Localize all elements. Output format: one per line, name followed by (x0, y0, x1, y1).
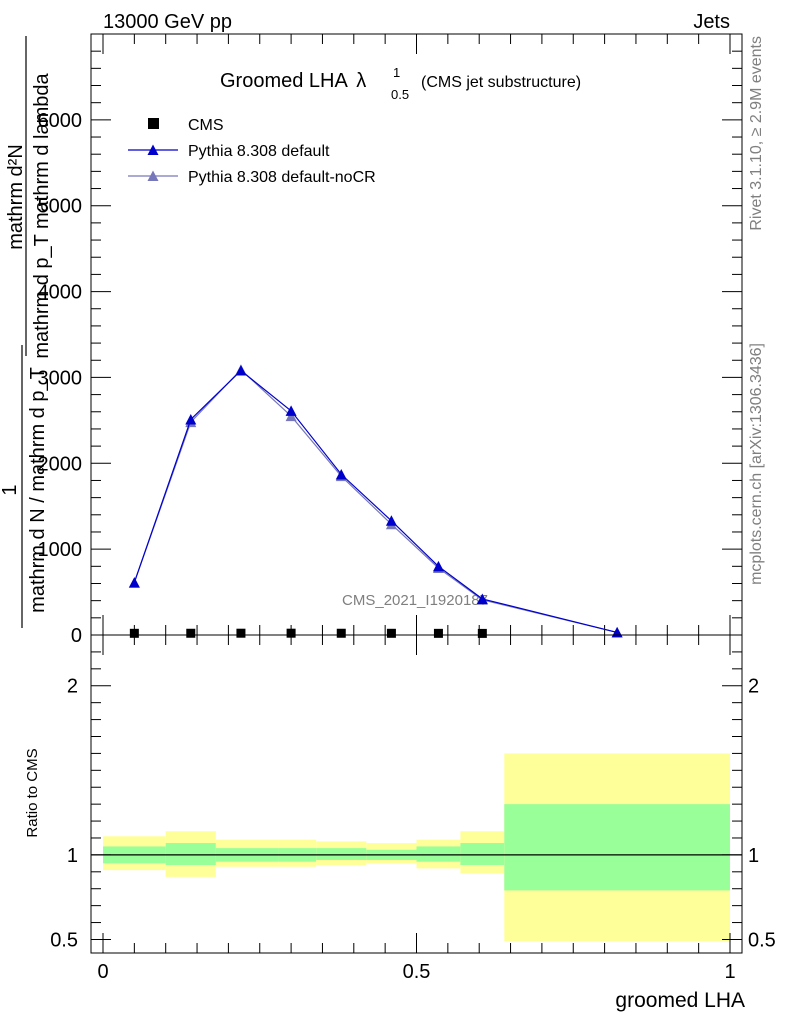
cms-data-point (477, 628, 487, 638)
ratio-axis-ticks (91, 635, 742, 953)
legend: CMS Pythia 8.308 default Pythia 8.308 de… (128, 117, 376, 186)
analysis-watermark: CMS_2021_I1920187 (342, 592, 488, 609)
main-y-tick-label: 3000 (38, 367, 83, 389)
cms-data-point (129, 628, 139, 638)
ratio-frame (90, 634, 743, 954)
main-title-note: (CMS jet substructure) (421, 74, 581, 91)
ratio-bands-layer (91, 753, 742, 942)
x-tick-label: 0.5 (403, 961, 431, 983)
series-1-point (285, 405, 297, 416)
cms-data-point (386, 628, 396, 638)
main-axis-ticks (91, 34, 742, 636)
ratio-y-tick-label: 1 (67, 845, 78, 867)
ratio-y-axis-label: Ratio to CMS (24, 748, 41, 837)
ratio-y-tick-labels: 0.5 0.5 1 1 2 2 (50, 676, 776, 952)
ratio-plot-panel: 0.5 0.51 12 2 0 0.5 1 Ratio to CMS groomed LH… (24, 634, 776, 1012)
main-y-tick-labels: 0 1000 2000 3000 4000 5000 6000 (38, 110, 83, 647)
x-tick-label: 1 (724, 961, 735, 983)
legend-cms-marker (148, 118, 159, 129)
mcplots-label: mcplots.cern.ch [arXiv:1306.3436] (748, 343, 765, 585)
ratio-y-tick-label: 2 (67, 676, 78, 698)
x-tick-labels: 0 0.5 1 (97, 961, 735, 983)
stat-uncertainty-band (504, 804, 730, 891)
series-1-point (476, 593, 488, 604)
main-title-sup: 1 (393, 65, 400, 80)
legend-default-marker (147, 144, 159, 155)
stat-uncertainty-band (316, 848, 367, 860)
series-1-point (185, 413, 197, 425)
series-1-point (128, 577, 140, 588)
ratio-y-tick-label-right: 1 (748, 845, 759, 867)
ylabel-line-4: mathrm d N / mathrm d p_T (27, 367, 49, 613)
cms-data-point (336, 628, 346, 638)
ratio-y-tick-label-right: 0.5 (748, 929, 776, 951)
ylabel-line-3: 1 (0, 484, 21, 495)
cms-data-point (236, 628, 246, 638)
legend-default-label: Pythia 8.308 default (188, 143, 330, 160)
ylabel-line-2: mathrm d p_T mathrm d lambda (31, 72, 53, 358)
main-y-tick-label: 6000 (38, 110, 83, 132)
x-tick-label: 0 (97, 961, 108, 983)
cms-data-point (186, 628, 196, 638)
ylabel-line-1: mathrm d²N (5, 144, 27, 250)
series-1-point (611, 626, 623, 638)
cms-data-point (286, 628, 296, 638)
main-y-tick-label: 1000 (38, 539, 83, 561)
legend-nocr-label: Pythia 8.308 default-noCR (188, 169, 376, 186)
rivet-label: Rivet 3.1.10, ≥ 2.9M events (748, 36, 765, 231)
stat-uncertainty-band (416, 846, 461, 862)
x-axis-label: groomed LHA (615, 989, 745, 1012)
ratio-y-tick-label: 0.5 (50, 929, 78, 951)
category-label: Jets (693, 11, 730, 33)
series-1-point (385, 515, 397, 526)
ratio-y-tick-label-right: 2 (748, 676, 759, 698)
cms-data-point (433, 628, 443, 638)
main-y-tick-label: 2000 (38, 453, 83, 475)
main-y-tick-label: 0 (71, 625, 82, 647)
legend-cms-label: CMS (188, 117, 224, 134)
main-y-tick-label: 4000 (38, 282, 83, 304)
legend-nocr-marker (147, 170, 159, 181)
main-y-tick-label: 5000 (38, 196, 83, 218)
series-1-point (235, 365, 247, 376)
series-1-point (432, 560, 444, 572)
series-1-point (335, 468, 347, 480)
energy-label: 13000 GeV pp (103, 11, 232, 33)
main-y-axis-label: mathrm d²N mathrm d p_T mathrm d lambda … (0, 36, 53, 628)
main-title: Groomed LHA λ (220, 70, 366, 92)
stat-uncertainty-band (460, 843, 505, 866)
stat-uncertainty-band (165, 843, 216, 866)
main-plot-panel: 0 1000 2000 3000 4000 5000 6000 CMS_2021_I1920… (0, 33, 743, 647)
main-title-sub: 0.5 (391, 87, 409, 102)
